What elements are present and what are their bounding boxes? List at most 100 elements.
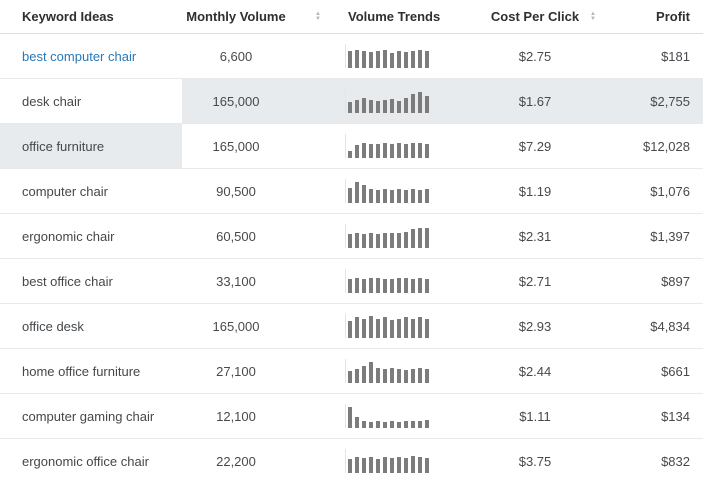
trend-bar — [411, 279, 415, 293]
table-row[interactable]: office desk 165,000 $2.93 $4,834 — [0, 304, 703, 349]
trend-bar — [418, 50, 422, 68]
trend-bar — [376, 421, 380, 428]
volume-trend-cell — [330, 304, 465, 348]
trend-bar — [411, 421, 415, 428]
profit-value: $181 — [661, 48, 690, 64]
trend-bar — [362, 143, 366, 158]
column-header-cost-per-click[interactable]: Cost Per Click ▲ ▼ — [465, 0, 605, 33]
keyword-link[interactable]: office furniture — [22, 138, 105, 154]
volume-trend-sparkline — [345, 224, 429, 248]
trend-bar — [369, 457, 373, 473]
trend-bar — [369, 422, 373, 428]
table-row[interactable]: ergonomic office chair 22,200 $3.75 $832 — [0, 439, 703, 483]
sort-icon[interactable]: ▲ ▼ — [315, 10, 321, 22]
trend-bar — [390, 144, 394, 158]
trend-bar — [390, 99, 394, 113]
profit-value: $661 — [661, 363, 690, 379]
table-row[interactable]: best office chair 33,100 $2.71 $897 — [0, 259, 703, 304]
trend-bar — [390, 320, 394, 338]
trend-bar — [376, 190, 380, 203]
cost-per-click-value: $1.19 — [518, 183, 552, 199]
trend-bar — [362, 98, 366, 113]
trend-bar — [362, 421, 366, 428]
keyword-link[interactable]: computer gaming chair — [22, 408, 155, 424]
trend-bar — [418, 190, 422, 203]
keyword-link[interactable]: ergonomic chair — [22, 228, 115, 244]
cost-per-click-value: $3.75 — [518, 453, 552, 469]
trend-bar — [425, 369, 429, 383]
keyword-cell: ergonomic office chair — [0, 439, 182, 483]
column-header-keyword-ideas[interactable]: Keyword Ideas — [0, 0, 182, 33]
volume-trend-cell — [330, 349, 465, 393]
trend-bar — [397, 422, 401, 428]
volume-trend-cell — [330, 214, 465, 258]
table-row[interactable]: ergonomic chair 60,500 $2.31 $1,397 — [0, 214, 703, 259]
trend-bar — [369, 100, 373, 113]
volume-trend-cell — [330, 394, 465, 438]
trend-bar — [376, 319, 380, 338]
profit-value: $2,755 — [605, 79, 703, 123]
trend-bar — [397, 233, 401, 248]
keyword-link[interactable]: office desk — [22, 318, 84, 334]
trend-bar — [425, 189, 429, 203]
volume-trend-cell — [330, 439, 465, 483]
trend-bar — [348, 407, 352, 428]
volume-trend-cell — [330, 124, 465, 168]
trend-bar — [404, 278, 408, 293]
column-header-volume-trends[interactable]: Volume Trends — [330, 0, 465, 33]
trend-bar — [383, 50, 387, 68]
trend-bar — [418, 368, 422, 383]
table-row[interactable]: computer gaming chair 12,100 $1.11 $134 — [0, 394, 703, 439]
trend-bar — [369, 362, 373, 383]
volume-trend-cell — [330, 79, 465, 123]
column-header-profit[interactable]: Profit — [605, 0, 703, 33]
keyword-link[interactable]: desk chair — [22, 93, 82, 109]
keyword-cell: best office chair — [0, 259, 182, 303]
trend-bar — [404, 317, 408, 338]
column-header-monthly-volume[interactable]: Monthly Volume ▲ ▼ — [182, 0, 330, 33]
monthly-volume-value: 165,000 — [212, 138, 260, 154]
trend-bar — [376, 101, 380, 113]
monthly-volume-value: 165,000 — [212, 318, 260, 334]
trend-bar — [404, 458, 408, 473]
volume-trend-sparkline — [345, 89, 429, 113]
monthly-volume-value: 12,100 — [216, 408, 256, 424]
trend-bar — [411, 143, 415, 158]
table-row[interactable]: office furniture 165,000 $7.29 $12,028 — [0, 124, 703, 169]
trend-bar — [425, 458, 429, 473]
trend-bar — [355, 182, 359, 203]
keyword-cell: ergonomic chair — [0, 214, 182, 258]
table-header: Keyword Ideas Monthly Volume ▲ ▼ Volume T… — [0, 0, 703, 34]
volume-trend-cell — [330, 34, 465, 78]
volume-trend-cell — [330, 259, 465, 303]
trend-bar — [418, 228, 422, 248]
volume-trend-sparkline — [345, 314, 429, 338]
trend-bar — [425, 51, 429, 68]
trend-bar — [376, 278, 380, 293]
table-row[interactable]: best computer chair 6,600 $2.75 $181 — [0, 34, 703, 79]
profit-value: $897 — [661, 273, 690, 289]
keyword-cell: computer gaming chair — [0, 394, 182, 438]
table-row[interactable]: desk chair 165,000 $1.67 $2,755 — [0, 79, 703, 124]
keyword-link[interactable]: best computer chair — [22, 48, 137, 64]
keyword-link[interactable]: best office chair — [22, 273, 113, 289]
trend-bar — [362, 279, 366, 293]
volume-trend-cell — [330, 169, 465, 213]
cost-per-click-value: $7.29 — [518, 138, 552, 154]
cost-per-click-value: $2.71 — [518, 273, 552, 289]
keyword-link[interactable]: computer chair — [22, 183, 108, 199]
volume-trend-sparkline — [345, 134, 429, 158]
sort-icon[interactable]: ▲ ▼ — [590, 10, 596, 22]
keyword-link[interactable]: home office furniture — [22, 363, 141, 379]
trend-bar — [404, 370, 408, 383]
trend-bar — [383, 422, 387, 428]
trend-bar — [411, 319, 415, 338]
keyword-link[interactable]: ergonomic office chair — [22, 453, 149, 469]
table-row[interactable]: home office furniture 27,100 $2.44 $661 — [0, 349, 703, 394]
trend-bar — [411, 456, 415, 473]
trend-bar — [355, 369, 359, 383]
trend-bar — [362, 458, 366, 473]
table-row[interactable]: computer chair 90,500 $1.19 $1,076 — [0, 169, 703, 214]
trend-bar — [355, 457, 359, 473]
